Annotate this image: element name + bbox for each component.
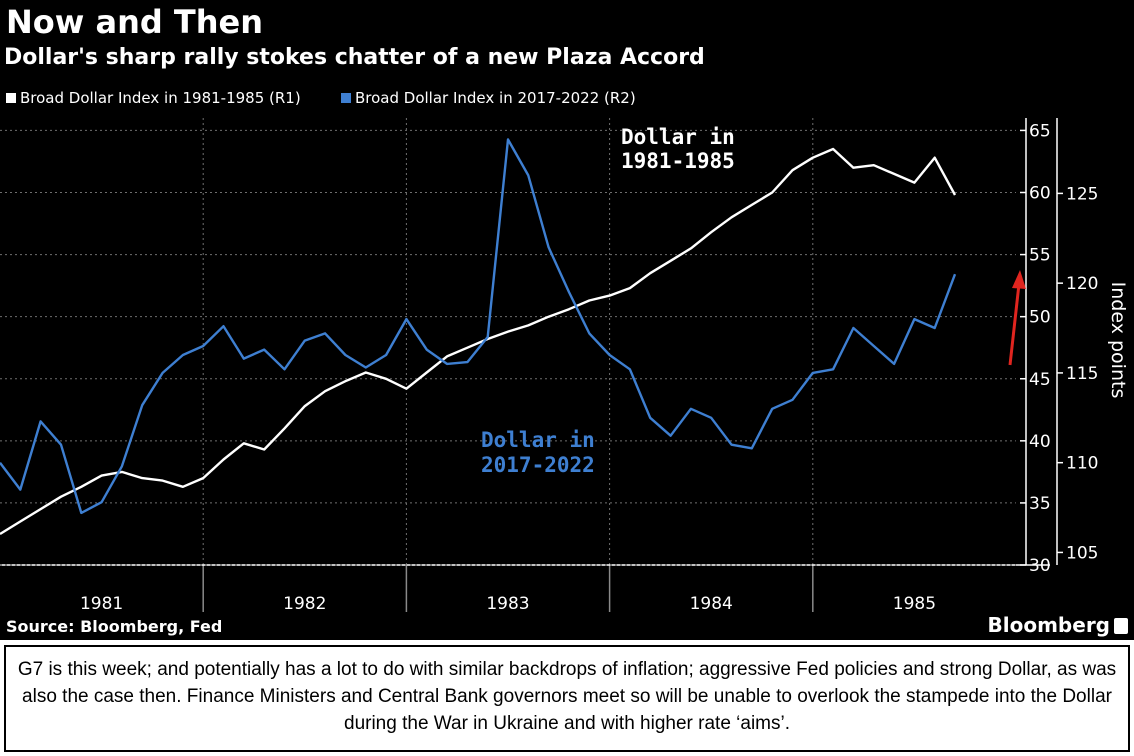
x-tick-label: 1982: [283, 594, 326, 614]
y2-tick-label: 105: [1066, 543, 1098, 563]
y1-tick-label: 50: [1029, 308, 1051, 328]
y1-tick-label: 40: [1029, 432, 1051, 452]
legend-swatch-white: [6, 93, 16, 103]
annotation-2017-2022: 2017-2022: [481, 453, 595, 477]
bloomberg-logo: Bloomberg: [988, 613, 1128, 637]
series-line-2017-2022: [0, 138, 957, 515]
legend-label-2017: Broad Dollar Index in 2017-2022 (R2): [355, 89, 636, 107]
y2-tick-label: 125: [1066, 184, 1098, 204]
y1-tick-label: 45: [1029, 370, 1051, 390]
chart-subtitle: Dollar's sharp rally stokes chatter of a…: [4, 45, 705, 70]
x-tick-label: 1983: [486, 594, 529, 614]
bloomberg-logo-icon: [1114, 618, 1128, 634]
bloomberg-logo-text: Bloomberg: [987, 613, 1110, 637]
chart-frame: Now and Then Dollar's sharp rally stokes…: [0, 0, 1134, 640]
y1-tick-label: 60: [1029, 184, 1051, 204]
x-tick-label: 1981: [80, 594, 123, 614]
legend-item-2017: Broad Dollar Index in 2017-2022 (R2): [341, 88, 636, 108]
y1-tick-label: 35: [1029, 494, 1051, 514]
y1-tick-label: 65: [1029, 121, 1051, 141]
source-note: Source: Bloomberg, Fed: [6, 617, 223, 636]
annotation-1981-1985: 1981-1985: [621, 149, 735, 173]
y2-tick-label: 115: [1066, 364, 1098, 384]
legend-label-1981: Broad Dollar Index in 1981-1985 (R1): [20, 89, 301, 107]
y2-tick-label: 110: [1066, 454, 1098, 474]
y-axis-label: Index points: [1107, 282, 1129, 399]
annotation-2017-2022: Dollar in: [481, 428, 595, 452]
line-chart: 1981 1982 1983 1984 1985 30 35 40 45 50 55 60 65 105 1…: [0, 118, 1129, 614]
red-arrow-head: [1012, 270, 1026, 289]
annotation-1981-1985: Dollar in: [621, 125, 735, 149]
x-tick-label: 1984: [690, 594, 733, 614]
chart-title: Now and Then: [6, 3, 263, 41]
series-line-1981-1985: [0, 147, 957, 536]
x-tick-label: 1985: [893, 594, 936, 614]
legend-item-1981: Broad Dollar Index in 1981-1985 (R1): [6, 88, 301, 108]
y1-tick-label: 55: [1029, 246, 1051, 266]
caption-box: G7 is this week; and potentially has a l…: [4, 645, 1130, 752]
y2-tick-label: 120: [1066, 274, 1098, 294]
red-arrow-shaft: [1008, 283, 1021, 366]
y1-tick-label: 30: [1029, 556, 1051, 576]
legend-swatch-blue: [341, 93, 351, 103]
